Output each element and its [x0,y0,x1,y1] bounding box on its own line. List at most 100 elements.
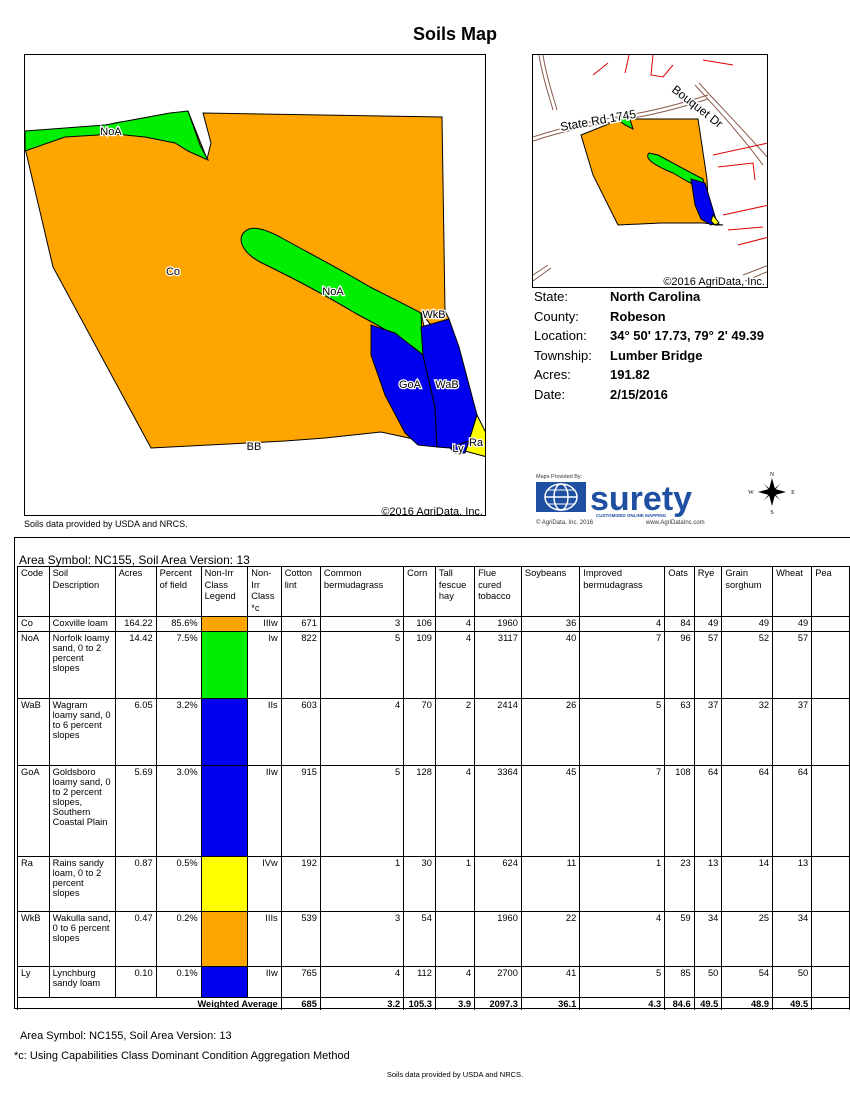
cell-desc: Norfolk loamy sand, 0 to 2 percent slope… [48,631,116,699]
logo-tagline: CUSTOMIZED ONLINE MAPPING [596,513,667,518]
road-lines-red [592,55,767,246]
cell-oats: 96 [664,631,695,699]
table-row: WaB Wagram loamy sand, 0 to 6 percent slo… [17,698,850,766]
cell-oats: 23 [664,856,695,912]
soil-polygon-noa-north[interactable] [25,110,210,162]
date-label: Date: [534,386,566,402]
cell-tobacco: 3364 [474,765,522,857]
cell-cberm: 3 [319,911,405,967]
col-header: Acres [114,566,157,617]
legend-color [202,857,247,911]
table-row: Co Coxville loam 164.22 85.6% IIIw 671 3 106 4 19… [17,616,850,632]
cell-pct: 85.6% [155,616,202,632]
cell-corn: 112 [403,966,436,998]
soils-table-panel: Area Symbol: NC155, Soil Area Version: 1… [14,537,850,1010]
cell-tobacco: 624 [474,856,522,912]
cell-iberm: 1 [579,856,666,912]
cell-soy: 22 [520,911,581,967]
map-label-ra: Ra [469,437,484,449]
loc-parcel-co[interactable] [580,118,724,226]
class-legend-swatch [200,631,249,699]
col-header: Improved bermudagrass [579,566,666,617]
wa-pea [811,997,850,1010]
table-area-symbol: Area Symbol: NC155, Soil Area Version: 1… [19,553,250,567]
cell-iberm: 4 [579,616,666,632]
cell-pea [811,856,850,912]
cell-acres: 14.42 [114,631,157,699]
class-legend-swatch [200,856,249,912]
cell-desc: Wakulla sand, 0 to 6 percent slopes [48,911,116,967]
cell-code: WaB [17,698,50,766]
table-row: NoA Norfolk loamy sand, 0 to 2 percent sl… [17,631,850,699]
cell-rye: 49 [693,616,723,632]
map-label-wkb: WkB [422,309,445,321]
col-header: Corn [403,566,436,617]
cell-soy: 45 [520,765,581,857]
cell-fescue: 4 [434,765,476,857]
cell-cberm: 5 [319,631,405,699]
cell-cotton: 822 [280,631,321,699]
cell-rye: 34 [693,911,723,967]
legend-color [202,912,247,966]
loc-parcel-ra[interactable] [710,213,720,226]
cell-cberm: 5 [319,765,405,857]
cell-desc: Goldsboro loamy sand, 0 to 2 percent slo… [48,765,116,857]
logo-provided-by: Maps Provided By: [536,474,583,480]
logo-url: www.AgriDataInc.com [645,520,705,526]
cell-cls: IIIw [247,616,282,632]
cell-corn: 128 [403,765,436,857]
cell-soy: 26 [520,698,581,766]
col-header: Oats [664,566,695,617]
cell-cotton: 192 [280,856,321,912]
loc-parcel-noa-north[interactable] [616,112,634,130]
cell-code: NoA [17,631,50,699]
col-header: Cotton lint [280,566,321,617]
map-label-ly: Ly [452,443,464,455]
map-label-bb: BB [247,441,262,453]
cell-pea [811,765,850,857]
class-legend-swatch [200,966,249,998]
cell-tobacco: 1960 [474,911,522,967]
cell-wheat: 50 [772,966,813,998]
cell-acres: 5.69 [114,765,157,857]
location-map[interactable]: State Rd 1745 Bouquet Dr ©2016 AgriData,… [532,54,768,288]
wa-oats: 84.6 [664,997,695,1010]
cell-pea [811,911,850,967]
cell-sorghum: 25 [721,911,774,967]
cell-cotton: 671 [280,616,321,632]
col-header: Common bermudagrass [319,566,405,617]
wa-sorghum: 48.9 [721,997,774,1010]
map-label-co: Co [166,266,180,278]
col-header: Non-Irr Class Legend [200,566,249,617]
cell-soy: 36 [520,616,581,632]
cell-iberm: 4 [579,911,666,967]
cell-cls: IVw [247,856,282,912]
table-row: Ly Lynchburg sandy loam 0.10 0.1% IIw 765 4 112… [17,966,850,998]
cell-pct: 0.2% [155,911,202,967]
legend-color [202,967,247,997]
soils-map[interactable]: NoA Co NoA WkB GoA WaB BB Ly Ra ©2016 Ag… [24,54,486,516]
col-header: Code [17,566,50,617]
cell-sorghum: 52 [721,631,774,699]
county-value: Robeson [610,308,666,324]
cell-tobacco: 2414 [474,698,522,766]
compass-e: E [791,490,795,496]
acres-label: Acres: [534,367,571,383]
table-row: Ra Rains sandy loam, 0 to 2 percent slope… [17,856,850,912]
cell-desc: Wagram loamy sand, 0 to 6 percent slopes [48,698,116,766]
acres-value: 191.82 [610,367,650,383]
loc-parcel-wab[interactable] [690,178,718,226]
soil-polygon-goa[interactable] [370,324,438,448]
legend-color [202,699,247,765]
wa-soy: 36.1 [520,997,581,1010]
logo-copyright: © AgriData, Inc. 2016 [536,519,594,526]
wa-cotton: 685 [280,997,321,1010]
cell-desc: Lynchburg sandy loam [48,966,116,998]
cell-sorghum: 32 [721,698,774,766]
soil-polygon-ly[interactable] [449,440,470,454]
col-header: Wheat [772,566,813,617]
cell-oats: 85 [664,966,695,998]
cell-wheat: 49 [772,616,813,632]
soils-map-canvas: NoA Co NoA WkB GoA WaB BB Ly Ra ©2016 Ag… [25,110,485,515]
col-header: Grain sorghum [721,566,774,617]
